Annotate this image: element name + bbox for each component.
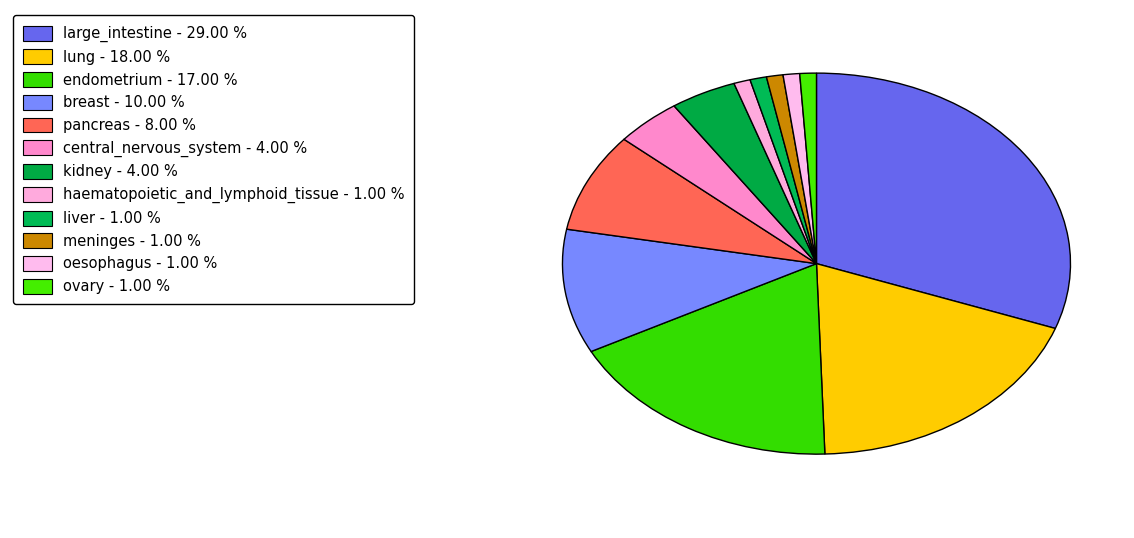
- Wedge shape: [750, 77, 816, 264]
- Wedge shape: [816, 264, 1056, 454]
- Wedge shape: [734, 80, 816, 264]
- Wedge shape: [562, 229, 816, 351]
- Wedge shape: [624, 106, 816, 264]
- Wedge shape: [674, 83, 816, 264]
- Wedge shape: [567, 139, 816, 264]
- Wedge shape: [782, 74, 816, 264]
- Wedge shape: [767, 75, 816, 264]
- Legend: large_intestine - 29.00 %, lung - 18.00 %, endometrium - 17.00 %, breast - 10.00: large_intestine - 29.00 %, lung - 18.00 …: [12, 16, 414, 305]
- Wedge shape: [799, 73, 816, 264]
- Wedge shape: [591, 264, 824, 454]
- Wedge shape: [816, 73, 1070, 329]
